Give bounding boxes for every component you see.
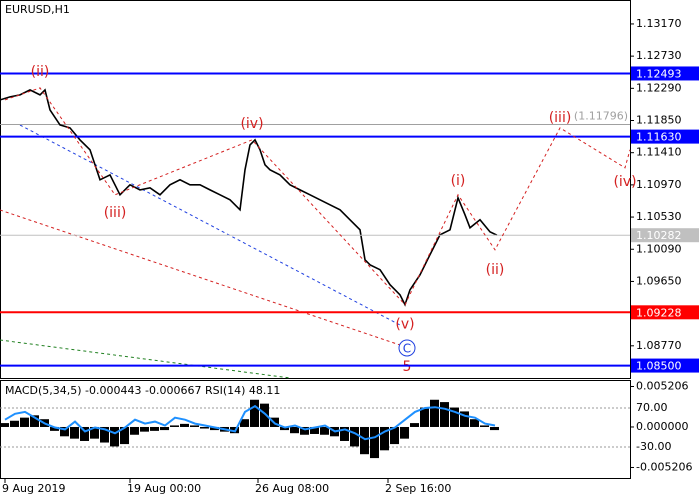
y-tick-label: -0.005206 (636, 460, 692, 473)
target-label: (1.11796) (574, 109, 628, 122)
histogram-bar (470, 419, 479, 427)
wave-annotation: 5 (403, 359, 412, 375)
histogram-bar (60, 426, 69, 437)
wave-line (4, 87, 631, 306)
histogram-bar (170, 425, 179, 427)
level-box (631, 305, 699, 320)
y-tick-label: 1.10530 (636, 210, 682, 223)
histogram-bar (360, 426, 369, 455)
indicator-frame (0, 380, 631, 479)
wave-label: (ii) (31, 64, 50, 80)
wave-label: (iv) (240, 116, 263, 132)
chart-title: EURUSD,H1 (5, 3, 70, 16)
histogram-bar (160, 426, 169, 431)
histogram-bar (280, 426, 289, 431)
rsi-line (4, 404, 496, 441)
histogram-bar (460, 411, 469, 427)
histogram-bar (350, 426, 359, 447)
histogram-bar (340, 426, 349, 441)
histogram-bar (300, 426, 309, 435)
histogram-bar (50, 426, 59, 431)
level-label: 1.12493 (636, 67, 682, 80)
y2-tick-label: -30.00 (636, 440, 671, 453)
histogram-bar (370, 426, 379, 459)
histogram-bar (150, 426, 159, 431)
trend-line (0, 209, 401, 346)
price-line (0, 88, 498, 307)
level-label: 1.08500 (636, 360, 682, 373)
y-tick-label: 1.13170 (636, 17, 682, 30)
y2-tick-label: 70.00 (636, 401, 668, 414)
main-frame (0, 0, 631, 379)
histogram-bar (100, 426, 109, 443)
indicator-title: MACD(5,34,5) -0.000443 -0.000667 RSI(14)… (5, 384, 280, 397)
histogram-bar (130, 426, 139, 435)
y-tick-label: 1.12290 (636, 81, 682, 94)
trend-line (0, 339, 291, 379)
histogram-bar (230, 426, 239, 434)
y-tick-label: 1.11850 (636, 114, 682, 127)
wave-label: (iii) (549, 110, 572, 126)
histogram-bar (450, 407, 459, 427)
wave-label: (iii) (104, 205, 127, 221)
y-tick-label: 1.09650 (636, 274, 682, 287)
histogram-bar (90, 426, 99, 439)
level-label: 1.09228 (636, 306, 682, 319)
histogram-bar (260, 403, 269, 427)
histogram-bar (140, 426, 149, 432)
last-price-label: 1.10282 (636, 229, 682, 242)
histogram-bar (400, 426, 409, 439)
histogram-bar (70, 426, 79, 439)
histogram-bar (290, 426, 299, 434)
histogram-bar (180, 423, 189, 427)
histogram-bar (190, 425, 199, 427)
histogram-bar (420, 407, 429, 427)
y-tick-label: 0.005206 (636, 379, 689, 392)
histogram-bar (20, 417, 29, 427)
histogram-bar (430, 399, 439, 427)
y-tick-label: 1.11410 (636, 146, 682, 159)
histogram-bar (320, 426, 329, 435)
histogram-bar (200, 426, 209, 429)
y-tick-label: 1.10090 (636, 242, 682, 255)
histogram-bar (30, 415, 39, 427)
y-tick-label: 1.12730 (636, 49, 682, 62)
level-box (631, 129, 699, 144)
y-tick-label: 1.10970 (636, 178, 682, 191)
histogram-bar (380, 426, 389, 451)
level-label: 1.11630 (636, 131, 682, 144)
x-tick-label: 9 Aug 2019 (2, 482, 65, 495)
histogram-bar (0, 423, 9, 427)
histogram-bar (390, 426, 399, 445)
histogram-bar (210, 426, 219, 431)
histogram-bar (110, 426, 119, 447)
wave-label: (v) (395, 317, 414, 333)
level-box (631, 66, 699, 81)
histogram-bar (120, 426, 129, 445)
wave-annotation: C (403, 342, 411, 356)
histogram-bar (490, 426, 499, 431)
x-tick-label: 2 Sep 16:00 (385, 482, 451, 495)
wave-label: (i) (451, 173, 466, 189)
level-box (631, 358, 699, 373)
histogram-bar (310, 426, 319, 434)
histogram-bar (480, 425, 489, 427)
x-tick-label: 19 Aug 00:00 (127, 482, 201, 495)
histogram-bar (240, 419, 249, 427)
histogram-bar (440, 402, 449, 427)
last-price-box (631, 228, 699, 243)
x-tick-label: 26 Aug 08:00 (255, 482, 329, 495)
histogram-bar (10, 420, 19, 427)
wave-label: (iv) (613, 174, 636, 190)
wave-circle (398, 339, 416, 357)
y-tick-label: 0.000000 (636, 420, 689, 433)
histogram-bar (250, 399, 259, 427)
wave-label: (ii) (486, 262, 505, 278)
y-tick-label: 1.08770 (636, 339, 682, 352)
histogram-bar (410, 423, 419, 427)
histogram-bar (80, 426, 89, 441)
